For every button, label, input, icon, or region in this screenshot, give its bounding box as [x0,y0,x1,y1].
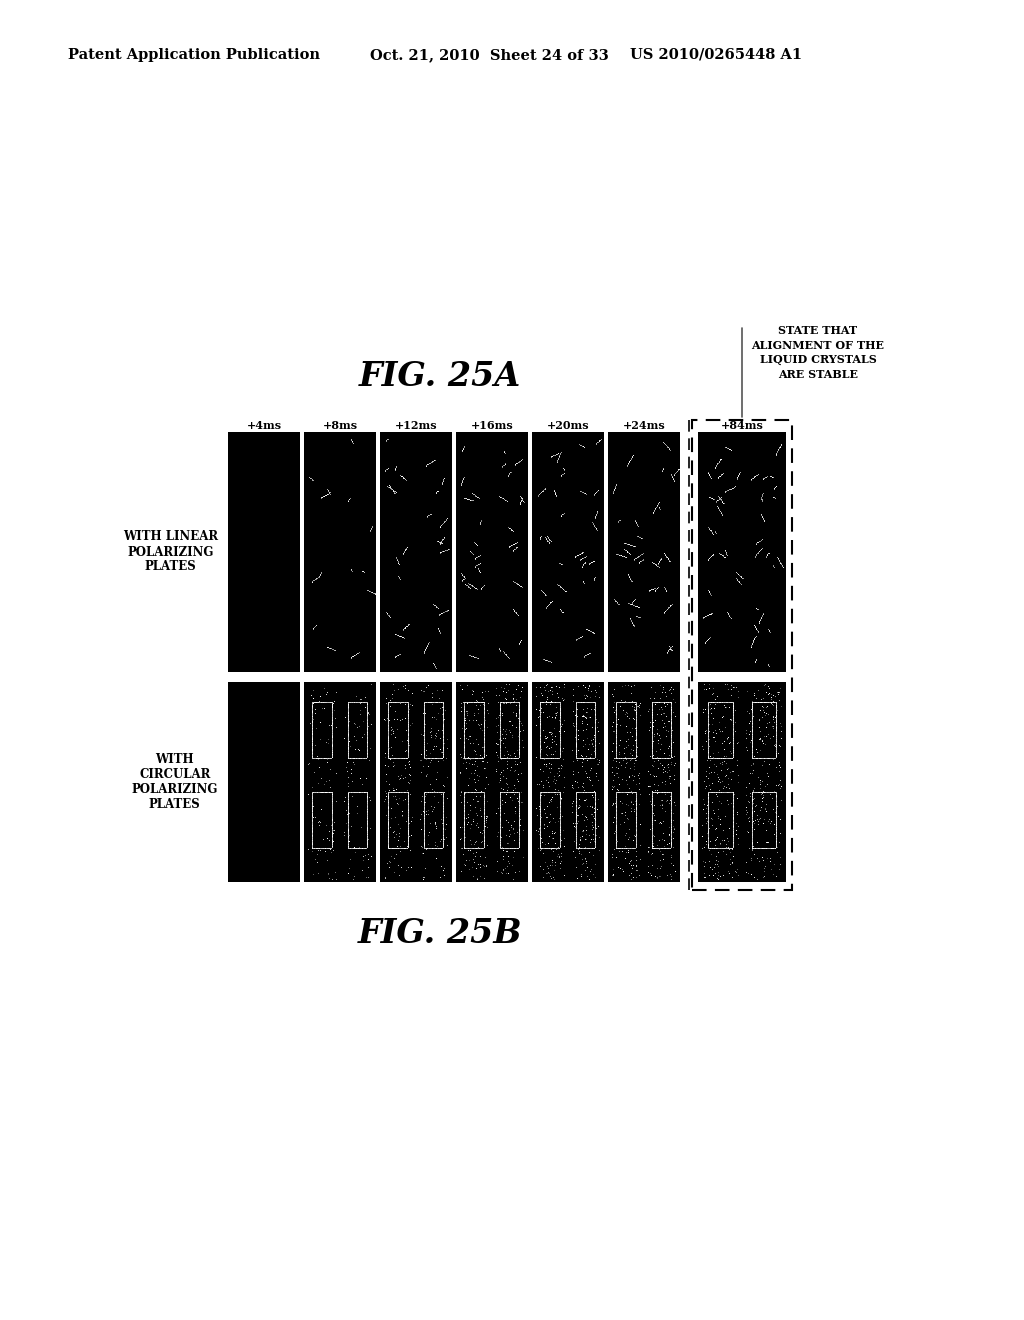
Text: FIG. 25A: FIG. 25A [358,360,521,393]
Bar [698,432,786,672]
Bar [228,682,300,882]
Text: +84ms: +84ms [721,420,764,432]
Text: STATE THAT
ALIGNMENT OF THE
LIQUID CRYSTALS
ARE STABLE: STATE THAT ALIGNMENT OF THE LIQUID CRYST… [752,325,885,380]
Bar [380,432,452,672]
Text: WITH LINEAR
POLARIZING
PLATES: WITH LINEAR POLARIZING PLATES [123,531,218,573]
Bar [532,682,604,882]
Bar [698,682,786,882]
Text: +24ms: +24ms [623,420,666,432]
Text: +4ms: +4ms [247,420,282,432]
Bar [380,682,452,882]
Bar [456,432,528,672]
Text: +12ms: +12ms [394,420,437,432]
Text: Oct. 21, 2010  Sheet 24 of 33: Oct. 21, 2010 Sheet 24 of 33 [370,48,608,62]
Text: +20ms: +20ms [547,420,590,432]
Text: +16ms: +16ms [471,420,513,432]
Bar [692,420,792,890]
Text: Patent Application Publication: Patent Application Publication [68,48,319,62]
Bar [304,682,376,882]
Bar [608,682,680,882]
Bar [608,432,680,672]
Bar [532,432,604,672]
Bar [228,432,300,672]
Text: US 2010/0265448 A1: US 2010/0265448 A1 [630,48,802,62]
Text: +8ms: +8ms [323,420,357,432]
Text: WITH
CIRCULAR
POLARIZING
PLATES: WITH CIRCULAR POLARIZING PLATES [132,752,218,810]
Text: FIG. 25B: FIG. 25B [357,917,522,950]
Bar [456,682,528,882]
Bar [304,432,376,672]
